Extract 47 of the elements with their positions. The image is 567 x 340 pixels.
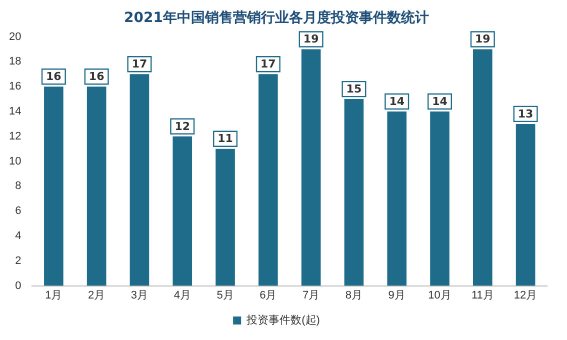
data-label: 16 — [88, 70, 105, 83]
x-tick-label: 8月 — [345, 289, 363, 302]
bar — [86, 86, 106, 286]
bar — [216, 148, 235, 286]
data-label: 19 — [303, 32, 319, 46]
bar — [516, 124, 536, 286]
data-label: 14 — [389, 94, 405, 108]
bar — [172, 136, 192, 286]
x-tick-label: 6月 — [260, 289, 277, 302]
y-tick-label: 10 — [8, 155, 22, 168]
y-tick-label: 14 — [8, 106, 22, 118]
bar — [430, 112, 450, 286]
y-tick-label: 8 — [15, 180, 22, 192]
x-tick-label: 10月 — [428, 289, 452, 302]
bar — [301, 49, 321, 286]
y-tick-label: 2 — [15, 254, 22, 267]
data-label: 11 — [218, 132, 233, 146]
x-tick-label: 3月 — [130, 289, 148, 302]
data-label: 17 — [132, 58, 148, 71]
y-tick-label: 6 — [15, 205, 22, 218]
x-tick-label: 2月 — [88, 289, 106, 302]
data-label: 15 — [346, 82, 362, 96]
data-label: 14 — [432, 94, 448, 108]
y-tick-label: 20 — [8, 30, 22, 43]
bar — [387, 112, 407, 286]
x-tick-label: 5月 — [216, 289, 234, 302]
y-tick-label: 0 — [15, 280, 22, 292]
data-label: 19 — [475, 32, 490, 46]
bar — [473, 49, 492, 286]
x-tick-label: 12月 — [514, 289, 538, 302]
chart-title: 2021年中国销售营销行业各月度投资事件数统计 — [124, 9, 429, 26]
y-tick-label: 12 — [8, 130, 22, 142]
x-tick-label: 7月 — [302, 289, 320, 302]
x-tick-label: 1月 — [45, 289, 62, 302]
bar — [44, 86, 64, 286]
data-label: 13 — [518, 107, 534, 120]
y-tick-label: 18 — [8, 56, 22, 68]
data-label: 17 — [260, 58, 276, 71]
y-tick-label: 4 — [15, 230, 22, 242]
legend-label: 投资事件数(起) — [246, 314, 320, 327]
x-tick-label: 9月 — [388, 289, 406, 302]
bar — [344, 99, 364, 286]
data-label: 12 — [174, 120, 190, 133]
x-tick-label: 11月 — [471, 289, 494, 302]
y-tick-label: 16 — [8, 80, 22, 93]
x-tick-label: 4月 — [174, 289, 191, 302]
data-label: 16 — [46, 70, 62, 83]
